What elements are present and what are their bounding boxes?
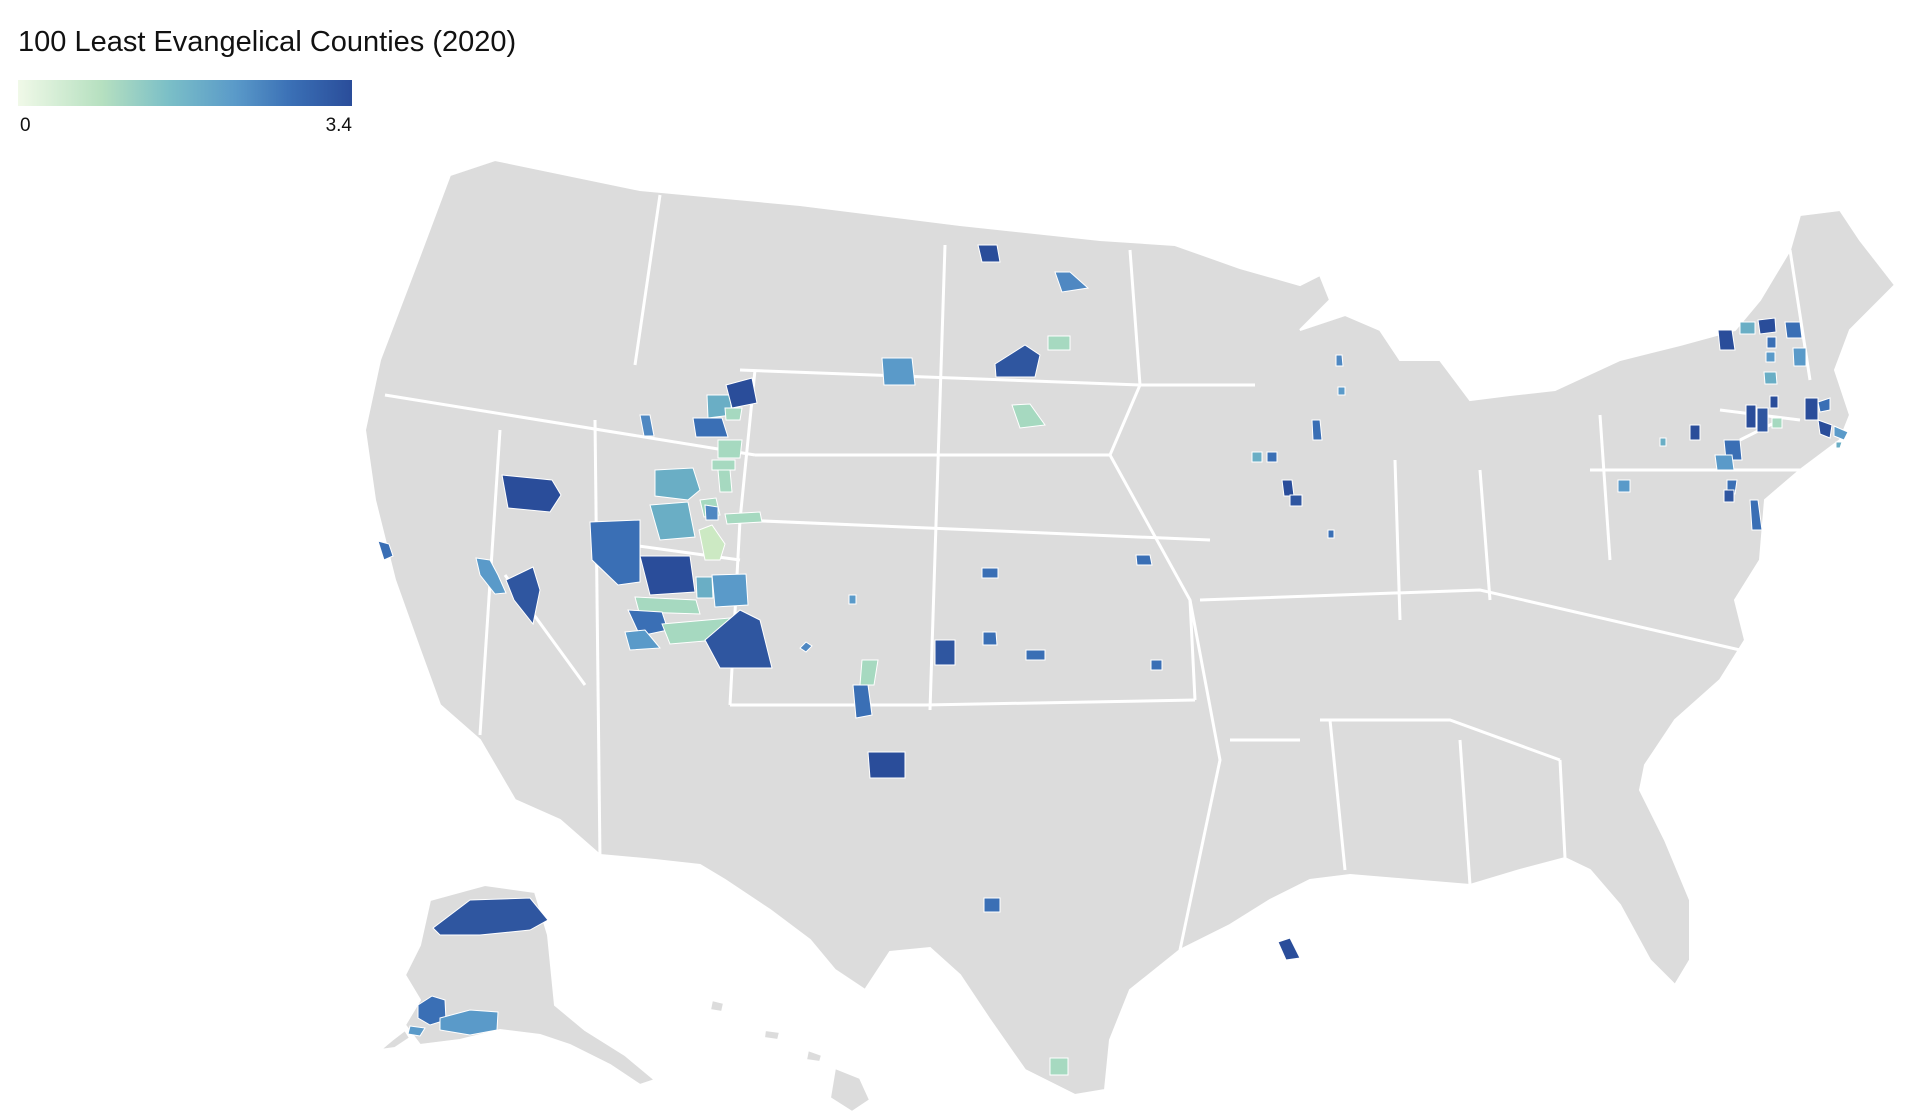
county-ks-rush <box>1025 649 1046 661</box>
county-ca-mono <box>475 557 507 595</box>
county-ia-dubuque <box>1281 479 1295 497</box>
county-ny-franklin <box>1717 329 1736 351</box>
hawaii-kauai-shape <box>708 998 726 1014</box>
county-nv-nye <box>505 566 541 626</box>
county-vt-franklin <box>1739 321 1756 335</box>
county-ut-garfield <box>704 609 773 669</box>
county-pa-centre <box>1617 479 1631 493</box>
county-id-bonneville <box>725 377 758 409</box>
county-id-oneida <box>711 459 736 471</box>
county-ny-tioga <box>1659 437 1667 447</box>
county-ak-aleutian <box>407 1025 426 1037</box>
hawaii-oahu-shape <box>762 1028 782 1042</box>
county-id-madison <box>692 417 729 438</box>
county-ny-ulster <box>1714 454 1735 471</box>
county-nm-taos <box>867 751 906 779</box>
legend-max-label: 3.4 <box>325 115 352 136</box>
county-mt-phillips <box>1054 271 1090 293</box>
county-wi-menominee <box>1311 419 1323 441</box>
county-ny-washington <box>1745 404 1757 429</box>
county-ma-middlesex <box>1804 397 1819 421</box>
map-title: 100 Least Evangelical Counties (2020) <box>18 26 517 58</box>
county-id-custer <box>639 414 655 437</box>
county-il-cook <box>1327 529 1335 539</box>
county-ak-north-slope <box>432 897 549 936</box>
county-ut-utah <box>698 524 726 561</box>
county-mt-golden-valley <box>881 357 916 386</box>
county-nj-essex <box>1749 499 1763 531</box>
county-ks-greeley <box>934 639 956 666</box>
county-ut-washington <box>624 629 662 651</box>
county-vt-windsor <box>1763 371 1778 385</box>
county-nm-rio-arriba <box>852 684 873 719</box>
county-vt-windham <box>1769 395 1779 409</box>
county-ut-juab <box>639 555 696 596</box>
county-nv-humboldt <box>501 474 562 513</box>
county-sd-ziebach <box>1011 403 1046 429</box>
county-tx-starr <box>1049 1057 1069 1076</box>
highlighted-counties <box>377 244 1849 1076</box>
hawaii-maui-shape <box>804 1048 824 1064</box>
county-co-denver <box>848 594 857 605</box>
county-mt-glacier <box>977 244 1001 263</box>
county-tx-loving <box>983 897 1001 913</box>
county-ut-sanpete <box>711 573 749 608</box>
county-co-costilla <box>859 659 879 686</box>
county-ma-suffolk <box>1817 397 1831 413</box>
county-ri-newport <box>1817 419 1833 439</box>
county-ut-beaver <box>634 596 701 615</box>
contiguous-us-shape <box>363 158 1897 1097</box>
color-legend: 0 3.4 <box>18 80 352 139</box>
county-ne-thurston <box>1135 554 1153 566</box>
county-id-fremont <box>724 407 743 421</box>
county-ut-summit <box>724 511 763 525</box>
county-la-orleans <box>1277 937 1301 961</box>
hawaii-big-island-shape <box>828 1066 872 1114</box>
land-shapes <box>363 158 1897 1114</box>
county-ut-davis <box>704 504 719 521</box>
county-ca-sf <box>377 540 394 561</box>
county-id-franklin <box>717 439 743 459</box>
county-nj-hudson <box>1723 489 1735 503</box>
county-nh-carroll <box>1792 347 1807 367</box>
county-wi-forest <box>1337 386 1346 396</box>
county-mn-stearns <box>1335 354 1344 367</box>
county-ks-cheyenne <box>981 567 999 579</box>
county-ut-millard-west <box>589 519 641 586</box>
legend-min-label: 0 <box>20 115 31 136</box>
county-ak-dillingham <box>439 1009 499 1036</box>
alaska-islands-shape <box>376 1028 412 1052</box>
county-ia-winneshiek <box>1251 451 1263 463</box>
county-vt-washington <box>1765 351 1776 363</box>
county-ma-nantucket <box>1835 441 1843 449</box>
county-co-pitkin <box>799 641 813 653</box>
county-ma-barnstable <box>1833 425 1849 441</box>
county-vt-orleans <box>1757 317 1777 335</box>
county-vt-lamoille <box>1766 336 1777 349</box>
county-ny-greene <box>1689 424 1701 441</box>
county-ks-douglas <box>1150 659 1163 671</box>
county-ma-berkshire <box>1756 407 1769 433</box>
county-nh-coos <box>1784 321 1803 339</box>
county-mt-rosebud <box>994 344 1041 378</box>
legend-gradient-bar <box>18 80 352 106</box>
county-ut-tooele <box>649 501 696 541</box>
county-ia-clayton <box>1266 451 1278 463</box>
county-ks-ness <box>982 631 998 646</box>
county-ut-cache <box>717 469 733 493</box>
county-il-jo-daviess <box>1289 494 1303 507</box>
county-ma-franklin <box>1771 417 1783 429</box>
county-mt-carter <box>1047 335 1071 351</box>
county-ut-sevier <box>695 576 714 599</box>
county-ut-box-elder <box>654 467 701 501</box>
